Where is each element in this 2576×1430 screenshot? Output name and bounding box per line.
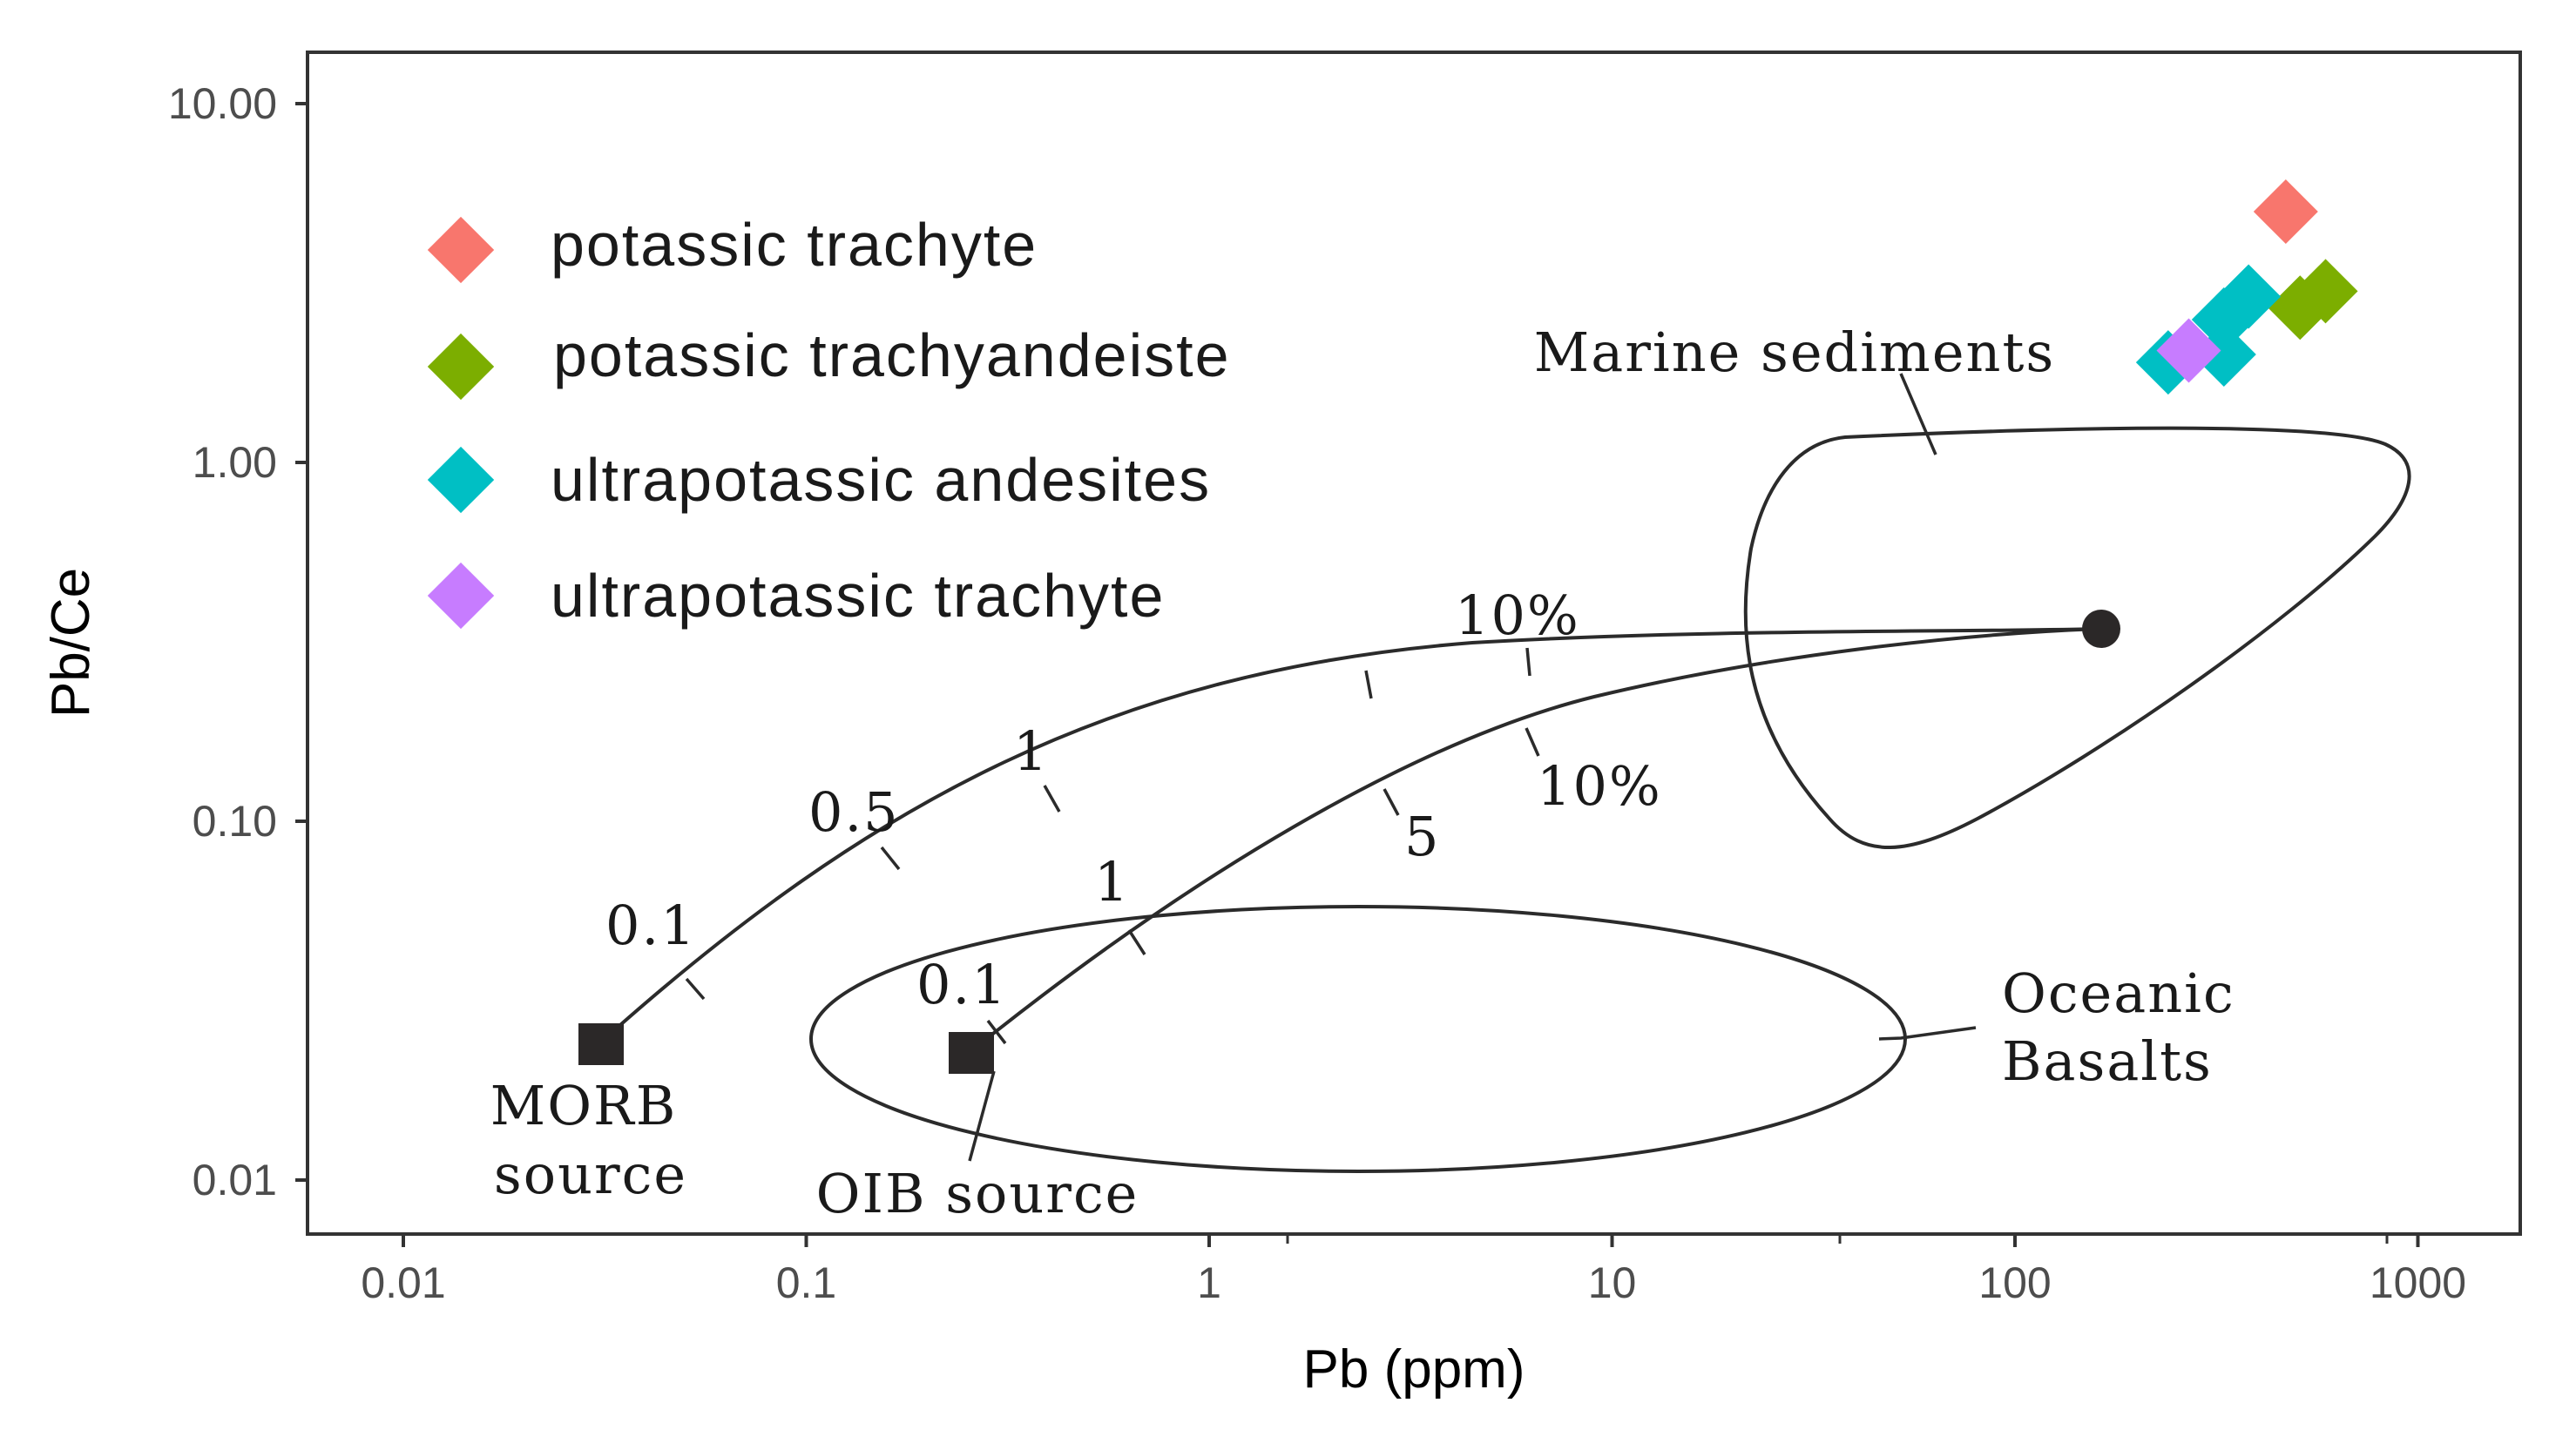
y-tick-label: 10.00 — [168, 79, 277, 128]
oib-curve-label-5: 5 — [1404, 805, 1440, 868]
morb-curve-ticks — [685, 647, 1531, 1001]
legend-label-potassic-trachyandeiste: potassic trachyandeiste — [553, 321, 1231, 389]
oib-curve-label-1: 1 — [1094, 850, 1130, 914]
morb-curve-label-1: 1 — [1013, 719, 1049, 783]
oib-source-label: OIB source — [816, 1162, 1139, 1225]
x-axis-title: Pb (ppm) — [1303, 1339, 1525, 1400]
plot-panel — [306, 51, 2522, 1236]
oceanic-basalts-label-line1: Oceanic — [2002, 961, 2235, 1025]
oib-curve-label-0.1: 0.1 — [916, 953, 1008, 1016]
marine-sediments-label: Marine sediments — [1534, 320, 2055, 384]
y-tick-label: 0.10 — [193, 797, 277, 846]
y-axis-ticks: 0.01 0.10 1.00 10.00 — [168, 79, 308, 1204]
oib-tick-5 — [1383, 788, 1400, 816]
point-ultrapotassic-andesites — [2191, 287, 2256, 353]
morb-curve-label-10pct: 10% — [1455, 583, 1580, 647]
y-tick-label: 1.00 — [193, 438, 277, 487]
morb-tick-0.1 — [685, 977, 706, 1001]
oib-source-marker — [949, 1032, 994, 1074]
morb-tick-0.5 — [880, 846, 901, 871]
x-tick-label: 1000 — [2370, 1258, 2466, 1307]
x-tick-label: 10 — [1588, 1258, 1637, 1307]
morb-mixing-curve — [604, 627, 2100, 1040]
y-tick-label: 0.01 — [193, 1156, 277, 1204]
oib-curve-ticks — [986, 727, 1540, 1045]
legend: potassic trachyte potassic trachyandeist… — [427, 211, 1231, 630]
legend-label-ultrapotassic-andesites: ultrapotassic andesites — [551, 446, 1211, 514]
morb-tick-10 — [1525, 647, 1531, 677]
morb-tick-unlabeled — [1364, 670, 1373, 699]
x-tick-label: 100 — [1978, 1258, 2051, 1307]
legend-key-ultrapotassic-andesites — [427, 446, 495, 514]
y-axis-title: Pb/Ce — [41, 568, 101, 718]
data-points — [2135, 179, 2358, 395]
x-tick-label: 0.1 — [776, 1258, 837, 1307]
morb-curve-label-0.1: 0.1 — [605, 894, 697, 957]
x-tick-label: 0.01 — [361, 1258, 445, 1307]
legend-key-ultrapotassic-trachyte — [427, 562, 495, 630]
point-ultrapotassic-trachyte — [2156, 318, 2221, 383]
sediment-endmember-marker — [2082, 610, 2120, 648]
legend-key-potassic-trachyandeiste — [427, 333, 495, 401]
morb-curve-label-0.5: 0.5 — [808, 780, 900, 844]
point-potassic-trachyandeiste — [2268, 275, 2333, 341]
point-potassic-trachyte — [2253, 179, 2318, 245]
oib-tick-10 — [1525, 727, 1540, 757]
x-tick-label: 1 — [1197, 1258, 1221, 1307]
oib-curve-label-10pct: 10% — [1537, 754, 1662, 818]
oib-tick-0.1 — [986, 1019, 1007, 1045]
morb-tick-1 — [1043, 785, 1061, 813]
marine-sediments-leader — [1899, 373, 1937, 455]
oib-mixing-curve — [970, 627, 2100, 1052]
legend-key-potassic-trachyte — [427, 216, 495, 284]
morb-source-label-line1: MORB — [490, 1074, 678, 1137]
morb-source-label-line2: source — [494, 1143, 687, 1206]
oceanic-basalts-label-line2: Basalts — [2002, 1029, 2213, 1093]
legend-label-potassic-trachyte: potassic trachyte — [551, 211, 1038, 279]
legend-label-ultrapotassic-trachyte: ultrapotassic trachyte — [551, 562, 1165, 630]
x-axis-minor-ticks — [1286, 1234, 2389, 1244]
oceanic-basalts-leader — [1878, 1026, 1977, 1041]
oib-tick-1 — [1127, 929, 1146, 955]
x-axis-ticks: 0.01 0.1 1 10 100 1000 — [361, 1234, 2466, 1307]
oib-source-leader — [968, 1070, 996, 1162]
marine-sediments-field — [1743, 426, 2411, 849]
morb-source-marker — [578, 1023, 624, 1065]
